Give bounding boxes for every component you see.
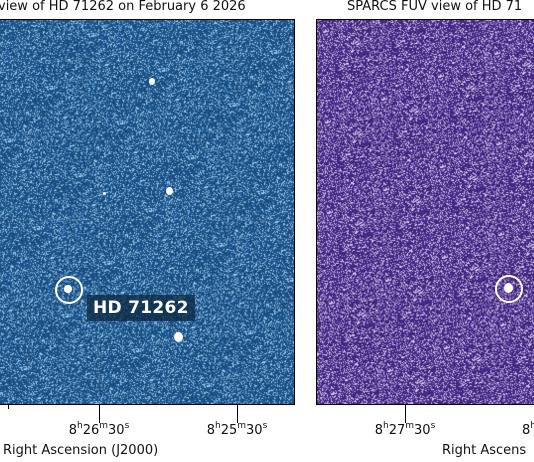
left-image-panel: HD 71262 (0, 19, 295, 405)
left-panel-title: view of HD 71262 on February 6 2026 (0, 0, 246, 14)
left-x-tick (237, 405, 238, 423)
right-x-tick-label: 8h26 (522, 421, 534, 439)
field-star (103, 192, 106, 195)
right-x-axis-label: Right Ascens (442, 443, 527, 458)
target-star (64, 285, 72, 293)
field-star (166, 187, 173, 195)
field-star (174, 332, 183, 342)
right-panel-title: SPARCS FUV view of HD 71 (347, 0, 523, 14)
target-star (504, 283, 513, 293)
left-x-tick-label: 8h26m30s (68, 421, 130, 439)
field-star (149, 78, 155, 85)
left-noise-image (0, 20, 294, 404)
left-x-axis-label: Right Ascension (J2000) (3, 443, 159, 458)
target-circle (495, 275, 523, 303)
target-circle (55, 276, 83, 304)
right-x-tick (405, 405, 406, 423)
left-x-tick (99, 405, 100, 423)
right-x-tick-label: 8h27m30s (374, 421, 436, 439)
right-image-panel (316, 19, 534, 405)
left-x-tick-label: 8h25m30s (206, 421, 268, 439)
right-noise-image (317, 20, 534, 404)
target-label: HD 71262 (87, 295, 195, 321)
left-x-tick (8, 405, 9, 409)
